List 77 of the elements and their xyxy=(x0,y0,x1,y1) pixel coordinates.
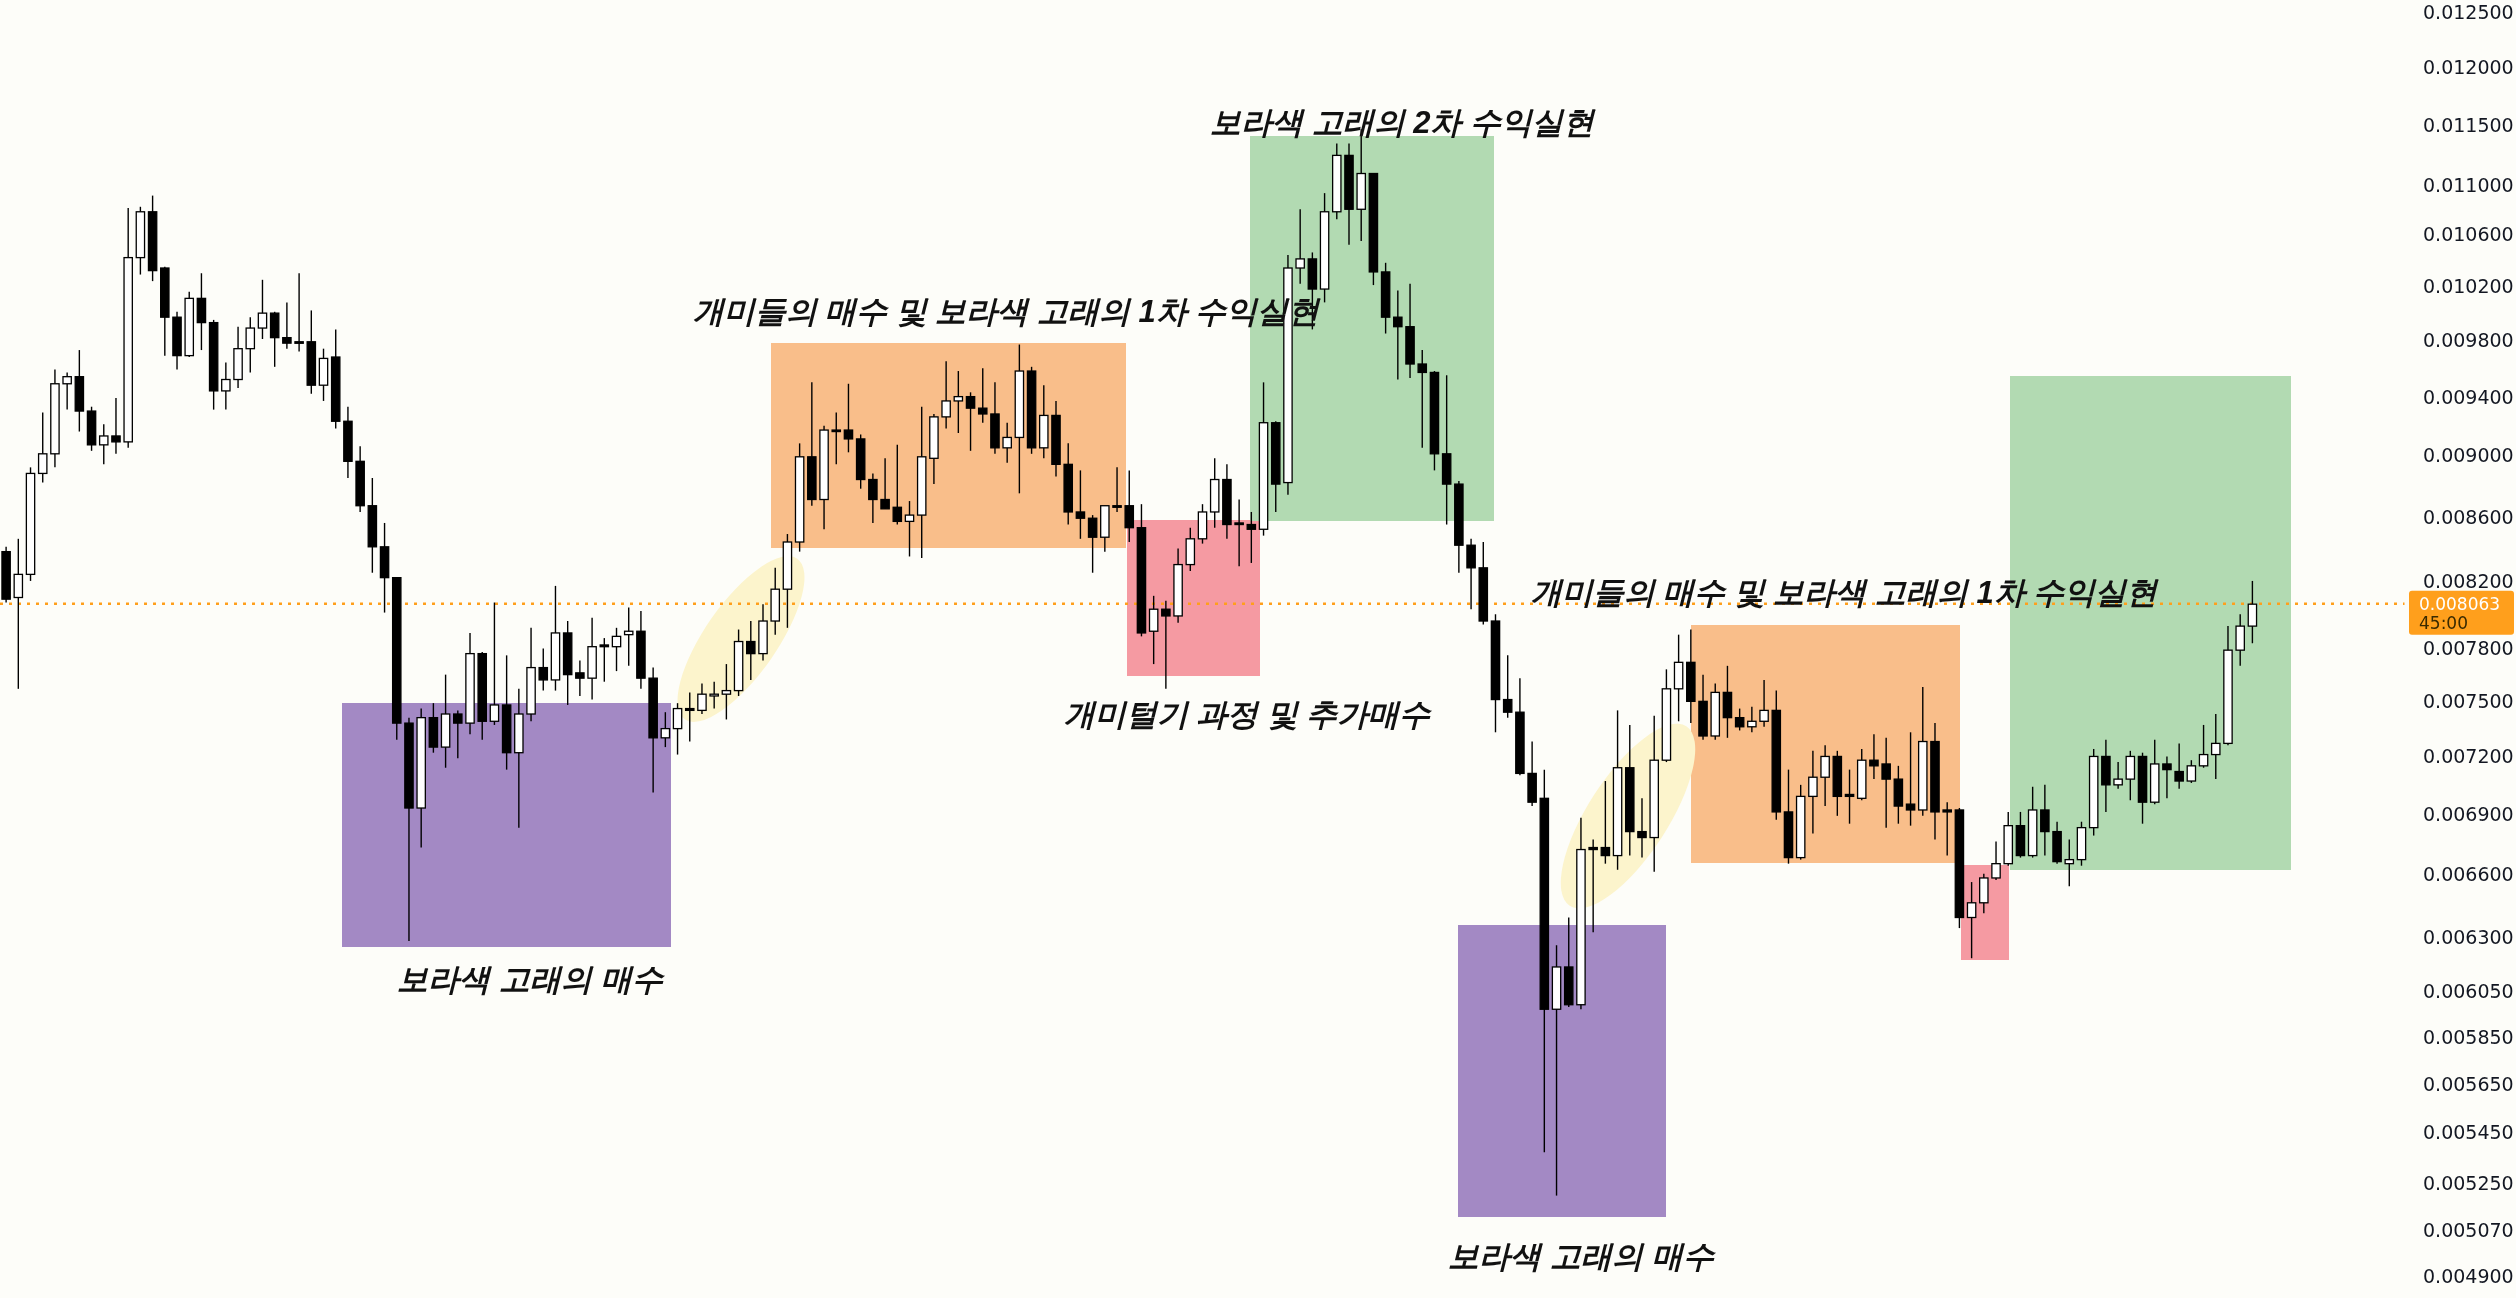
candlestick xyxy=(1466,538,1476,610)
candlestick xyxy=(98,423,109,466)
candlestick xyxy=(282,301,292,350)
y-tick-label: 0.006900 xyxy=(2423,802,2514,825)
y-tick-label: 0.006300 xyxy=(2423,925,2514,948)
candlestick xyxy=(1148,595,1159,665)
candlestick xyxy=(660,711,671,748)
y-tick-label: 0.012500 xyxy=(2423,1,2514,23)
y-tick-label: 0.007500 xyxy=(2423,690,2514,713)
y-tick-label: 0.004900 xyxy=(2423,1264,2514,1287)
annotation: 보라색 고래의 2차 수익실현 xyxy=(1209,104,1595,140)
candlestick xyxy=(294,272,304,353)
candlestick xyxy=(746,620,756,681)
candlestick xyxy=(1881,737,1891,829)
candlestick xyxy=(1844,768,1855,825)
candlestick xyxy=(1161,600,1171,690)
candlestick xyxy=(1759,679,1769,728)
candlestick xyxy=(697,682,707,715)
y-tick-label: 0.008200 xyxy=(2423,569,2514,592)
candlestick xyxy=(709,681,719,710)
candlestick xyxy=(1905,731,1916,827)
y-tick-label: 0.007800 xyxy=(2423,637,2514,660)
candlestick xyxy=(672,702,683,756)
y-tick-label: 0.005450 xyxy=(2423,1121,2514,1144)
candlestick xyxy=(1942,801,1952,857)
candlestick xyxy=(1869,733,1879,780)
candlestick xyxy=(684,691,695,743)
y-tick-label: 0.008600 xyxy=(2423,505,2514,528)
candlestick xyxy=(575,659,585,697)
y-tick-label: 0.005250 xyxy=(2423,1171,2514,1194)
ref-line-label: 0.008063 45:00 xyxy=(2419,593,2501,633)
y-tick-label: 0.006600 xyxy=(2423,862,2514,885)
candlestick xyxy=(1808,750,1818,835)
annotation: 개미털기 과정 및 추가매수 xyxy=(1063,696,1431,732)
candlestick xyxy=(453,709,463,760)
candlestick xyxy=(1502,654,1513,719)
y-tick-label: 0.011500 xyxy=(2423,113,2514,136)
y-tick-label: 0.006050 xyxy=(2423,980,2514,1003)
candlestick xyxy=(623,606,634,667)
candlestick xyxy=(1991,840,2001,881)
candlestick xyxy=(538,647,549,692)
candlestick xyxy=(245,316,256,374)
y-tick-label: 0.012000 xyxy=(2423,56,2514,79)
y-tick-label: 0.005650 xyxy=(2423,1072,2514,1095)
candlestick xyxy=(599,637,610,683)
candlestick xyxy=(1734,707,1745,732)
y-tick-label: 0.009000 xyxy=(2423,444,2514,467)
y-tick-label: 0.009800 xyxy=(2423,329,2514,352)
y-tick-label: 0.005850 xyxy=(2423,1025,2514,1048)
candlestick xyxy=(1600,780,1611,865)
y-tick-label: 0.007200 xyxy=(2423,745,2514,768)
candlestick xyxy=(62,371,72,411)
candlestick xyxy=(221,361,231,411)
candlestick xyxy=(1234,498,1244,567)
y-tick-label: 0.010200 xyxy=(2423,275,2514,298)
y-tick-label: 0.009400 xyxy=(2423,385,2514,408)
candlestick xyxy=(1124,469,1135,543)
annotation: 보라색 고래의 매수 xyxy=(1448,1238,1714,1274)
candlestick xyxy=(37,411,48,484)
candlestick xyxy=(257,279,268,340)
y-tick-label: 0.005070 xyxy=(2423,1218,2514,1241)
annotation: 보라색 고래의 매수 xyxy=(397,961,663,997)
ref-line-label: 0.008063 45:00 xyxy=(2409,590,2514,635)
candlestick xyxy=(611,627,622,672)
candlestick xyxy=(1246,511,1257,564)
candlestick xyxy=(489,601,500,726)
y-tick-label: 0.010600 xyxy=(2423,223,2514,246)
candlestick xyxy=(1820,744,1830,807)
candlestick xyxy=(1637,797,1647,859)
candlestick xyxy=(13,538,24,690)
candlestick xyxy=(1966,881,1977,959)
y-tick-label: 0.011000 xyxy=(2423,173,2514,196)
candlestick xyxy=(1588,838,1598,934)
candlestick xyxy=(1747,706,1757,733)
candlestick xyxy=(111,397,121,455)
candlestick xyxy=(721,663,732,721)
annotation: 개미들의 매수 및 보라색 고래의 1차 수익실현 xyxy=(1530,574,2158,610)
